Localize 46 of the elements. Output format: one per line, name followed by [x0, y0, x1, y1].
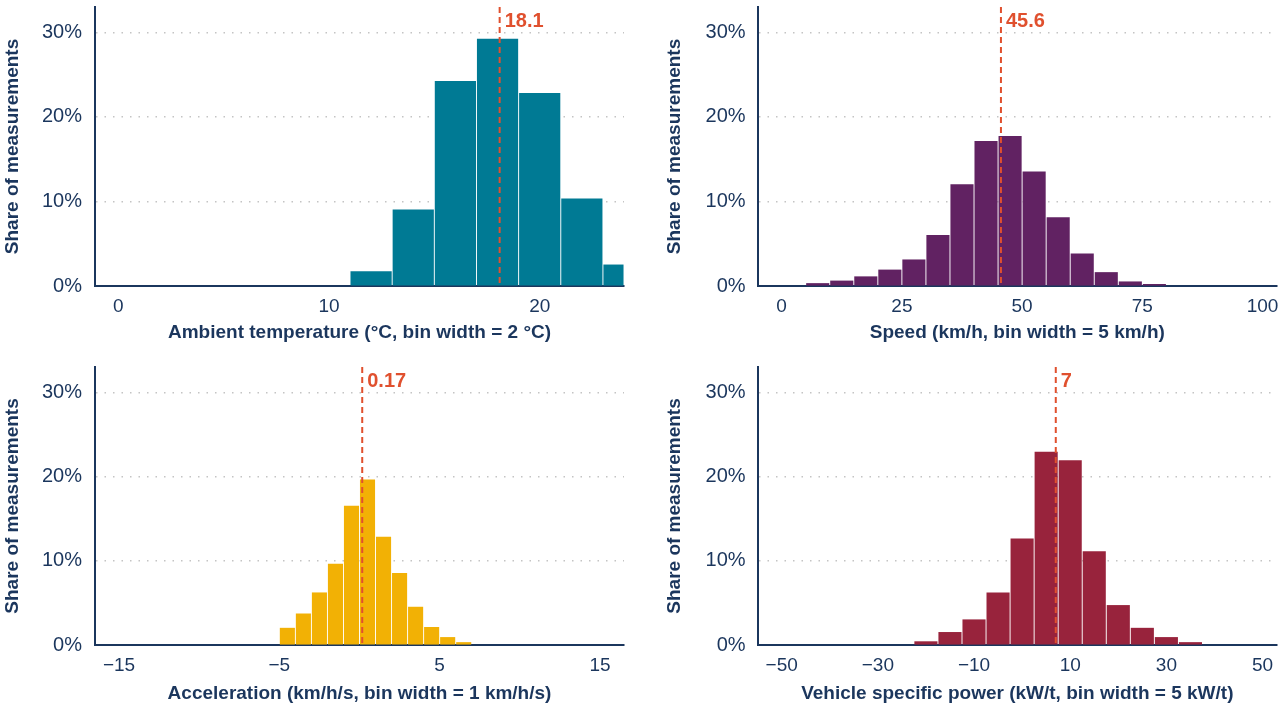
x-tick-label: 100 — [1246, 294, 1279, 316]
y-tick-label: 30% — [41, 379, 83, 402]
x-tick-label: 0 — [776, 294, 787, 316]
x-axis-title: Acceleration (km/h/s, bin width = 1 km/h/s) — [167, 682, 552, 704]
x-tick-label: 50 — [1011, 294, 1033, 316]
y-axis-title: Share of measurements — [0, 38, 22, 255]
y-tick-label: 10% — [41, 548, 83, 571]
x-tick-label: 30 — [1155, 653, 1177, 675]
ref-line-label: 45.6 — [1005, 9, 1045, 31]
x-tick-label: 25 — [891, 294, 913, 316]
y-tick-label: 20% — [41, 104, 83, 127]
y-tick-label: 0% — [716, 632, 746, 655]
x-tick-label: 15 — [589, 653, 611, 675]
y-tick-label: 30% — [41, 19, 83, 42]
x-axis-title: Speed (km/h, bin width = 5 km/h) — [869, 321, 1165, 343]
y-tick-label: 0% — [716, 273, 746, 296]
x-axis-title: Vehicle specific power (kW/t, bin width = 5 kW/t) — [801, 682, 1234, 704]
y-tick-label: 30% — [705, 379, 746, 402]
x-tick-label: 20 — [529, 294, 551, 316]
x-tick-label: −50 — [765, 653, 798, 675]
y-tick-label: 20% — [41, 464, 83, 487]
x-tick-label: 50 — [1252, 653, 1274, 675]
y-tick-label: 0% — [53, 632, 83, 655]
y-axis-title: Share of measurements — [663, 38, 685, 255]
ref-line-label: 18.1 — [504, 9, 544, 31]
y-axis-title: Share of measurements — [663, 398, 685, 614]
x-tick-label: 10 — [318, 294, 340, 316]
x-tick-label: 5 — [434, 653, 445, 675]
x-tick-label: 10 — [1059, 653, 1081, 675]
x-tick-label: 0 — [112, 294, 124, 316]
x-tick-label: −30 — [861, 653, 894, 675]
x-tick-label: 75 — [1131, 294, 1153, 316]
ref-line-label: 7 — [1060, 369, 1072, 391]
y-tick-label: 10% — [41, 188, 83, 211]
y-tick-label: 20% — [705, 464, 746, 487]
y-tick-label: 30% — [705, 19, 746, 42]
y-axis-title: Share of measurements — [0, 398, 22, 614]
y-tick-label: 20% — [705, 104, 746, 127]
ref-line-label: 0.17 — [367, 369, 407, 391]
x-axis-title: Ambient temperature (°C, bin width = 2 °C) — [167, 321, 552, 343]
y-tick-label: 10% — [705, 188, 746, 211]
x-tick-label: −10 — [957, 653, 991, 675]
x-tick-label: −5 — [268, 653, 291, 675]
y-tick-label: 10% — [705, 548, 746, 571]
x-tick-label: −15 — [102, 653, 136, 675]
y-tick-label: 0% — [53, 273, 83, 296]
